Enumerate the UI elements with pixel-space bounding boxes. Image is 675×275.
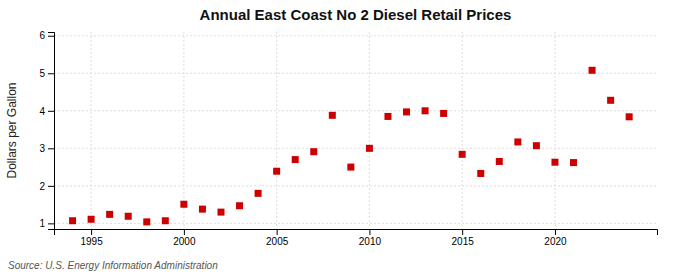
y-tick-label: 2 [39,181,45,192]
x-tick: 2000 [173,229,196,247]
point [422,107,429,114]
y-tick-label: 3 [39,143,45,154]
x-tick-label: 2010 [359,236,382,247]
y-tick-mark [48,111,54,112]
point [551,159,558,166]
x-tick-label: 2020 [544,236,567,247]
x-tick: 2020 [544,229,567,247]
x-tick-mark [184,229,185,235]
point [125,213,132,220]
point [143,218,150,225]
point [329,112,336,119]
point [162,217,169,224]
x-tick: 2010 [359,229,382,247]
point [255,190,262,197]
grid-line-y [54,110,657,111]
title: Annual East Coast No 2 Diesel Retail Pri… [200,6,512,23]
annotation: Source: U.S. Energy Information Administ… [8,260,218,271]
y-tick-mark [48,73,54,74]
point [570,159,577,166]
plot-area: 1995 2000 2005 2010 2015 2020 1 2 3 4 5 6 [39,30,657,247]
x-tick-label: 2015 [452,236,475,247]
grid-line-y [54,73,657,74]
x-tick-mark [369,229,370,235]
point [440,110,447,117]
y-axis: 1 2 3 4 5 6 [39,30,54,229]
point [199,206,206,213]
point [533,142,540,149]
point [459,151,466,158]
grid-line-y [54,185,657,186]
y-tick: 2 [39,181,54,192]
y-tick: 1 [39,218,54,229]
x-tick-mark [277,229,278,235]
x-tick-mark [555,229,556,235]
grid-line-x [369,32,370,229]
y-axis-label: Dollars per Gallon [5,82,19,178]
y-tick: 3 [39,143,54,154]
grid [54,32,657,229]
point [607,97,614,104]
y-tick-label: 1 [39,218,45,229]
x-axis: 1995 2000 2005 2010 2015 2020 [55,229,658,247]
point [403,108,410,115]
point [217,209,224,216]
y-tick: 4 [39,106,54,117]
point [384,113,391,120]
y-tick: 5 [39,68,54,79]
y-tick-mark [48,36,54,37]
x-tick-label: 1995 [80,236,103,247]
grid-line-x [462,32,463,229]
grid-line-x [276,32,277,229]
chart-container: 1995 2000 2005 2010 2015 2020 1 2 3 4 5 6 Annual Eas… [0,0,675,275]
point [180,201,187,208]
point [626,113,633,120]
x-axis-line [55,230,658,236]
x-tick-label: 2000 [173,236,196,247]
point [589,67,596,74]
grid-line-x [183,32,184,229]
chart-svg: 1995 2000 2005 2010 2015 2020 1 2 3 4 5 6 Annual Eas… [0,0,675,275]
grid-line-y [54,148,657,149]
point [514,138,521,145]
grid-line-x [91,32,92,229]
y-tick: 6 [39,30,54,41]
x-tick-mark [91,229,92,235]
point [236,202,243,209]
y-tick-mark [48,223,54,224]
point [310,148,317,155]
point [292,156,299,163]
y-tick-mark [48,186,54,187]
point [477,170,484,177]
y-tick-label: 4 [39,106,45,117]
y-tick-mark [48,148,54,149]
x-tick: 1995 [80,229,103,247]
x-tick-label: 2005 [266,236,289,247]
point [273,168,280,175]
y-tick-label: 6 [39,30,45,41]
point [496,158,503,165]
grid-line-y [54,35,657,36]
y-axis-line [48,33,55,230]
point [88,216,95,223]
point [347,164,354,171]
points [69,67,633,226]
point [366,145,373,152]
x-tick: 2015 [452,229,475,247]
point [106,211,113,218]
point [69,217,76,224]
x-tick-mark [462,229,463,235]
grid-line-x [554,32,555,229]
x-tick: 2005 [266,229,289,247]
y-tick-label: 5 [39,68,45,79]
